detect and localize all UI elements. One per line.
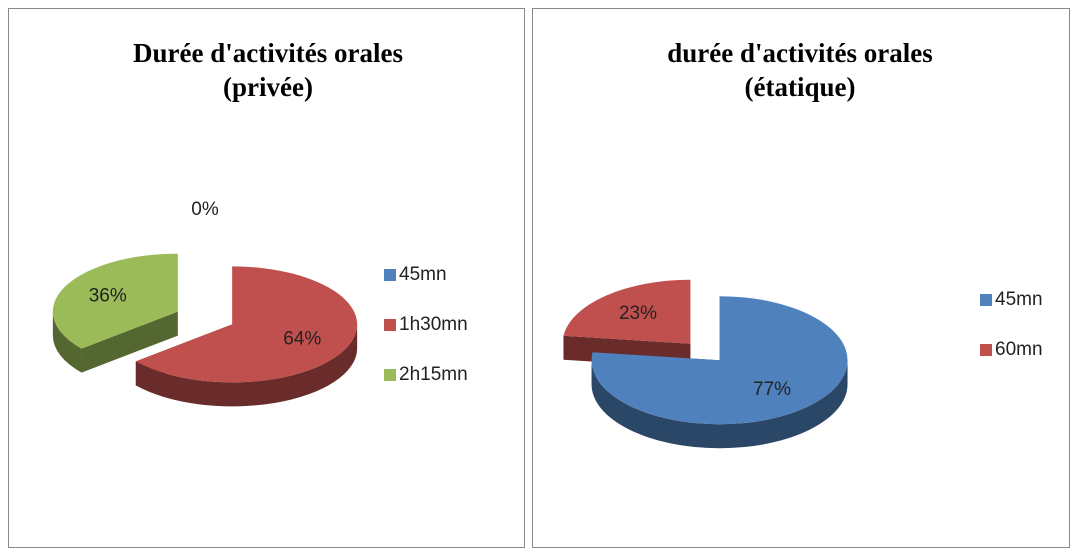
slice-side — [135, 324, 358, 407]
chart-title: durée d'activités orales (étatique) — [667, 38, 933, 102]
slice — [591, 296, 848, 425]
data-label: 23% — [619, 303, 657, 324]
page: Durée d'activités orales (privée) durée … — [8, 8, 1070, 548]
legend-label: 2h15mn — [399, 364, 468, 385]
legend-label: 60mn — [995, 339, 1043, 360]
legend-swatch — [980, 344, 992, 356]
slice — [52, 253, 178, 349]
slice — [135, 266, 358, 383]
legend-label: 1h30mn — [399, 314, 468, 335]
legend-label: 45mn — [995, 289, 1043, 310]
legend-swatch — [384, 369, 396, 381]
slice-side — [52, 311, 82, 373]
slice-side — [591, 360, 848, 449]
slice — [563, 279, 691, 344]
data-label: 64% — [283, 329, 321, 350]
charts: 0% 64% 36% 45mn 1h30mn 2h15mn 77% 23% 45mn 60mn — [52, 199, 1043, 449]
data-label: 77% — [753, 379, 791, 400]
legend-swatch — [384, 319, 396, 331]
legend-label: 45mn — [399, 264, 447, 285]
legend-swatch — [980, 294, 992, 306]
chart-title: Durée d'activités orales (privée) — [133, 38, 403, 102]
data-label: 36% — [89, 285, 127, 306]
legend-swatch — [384, 269, 396, 281]
slice-side — [81, 311, 178, 373]
data-label: 0% — [191, 199, 219, 220]
